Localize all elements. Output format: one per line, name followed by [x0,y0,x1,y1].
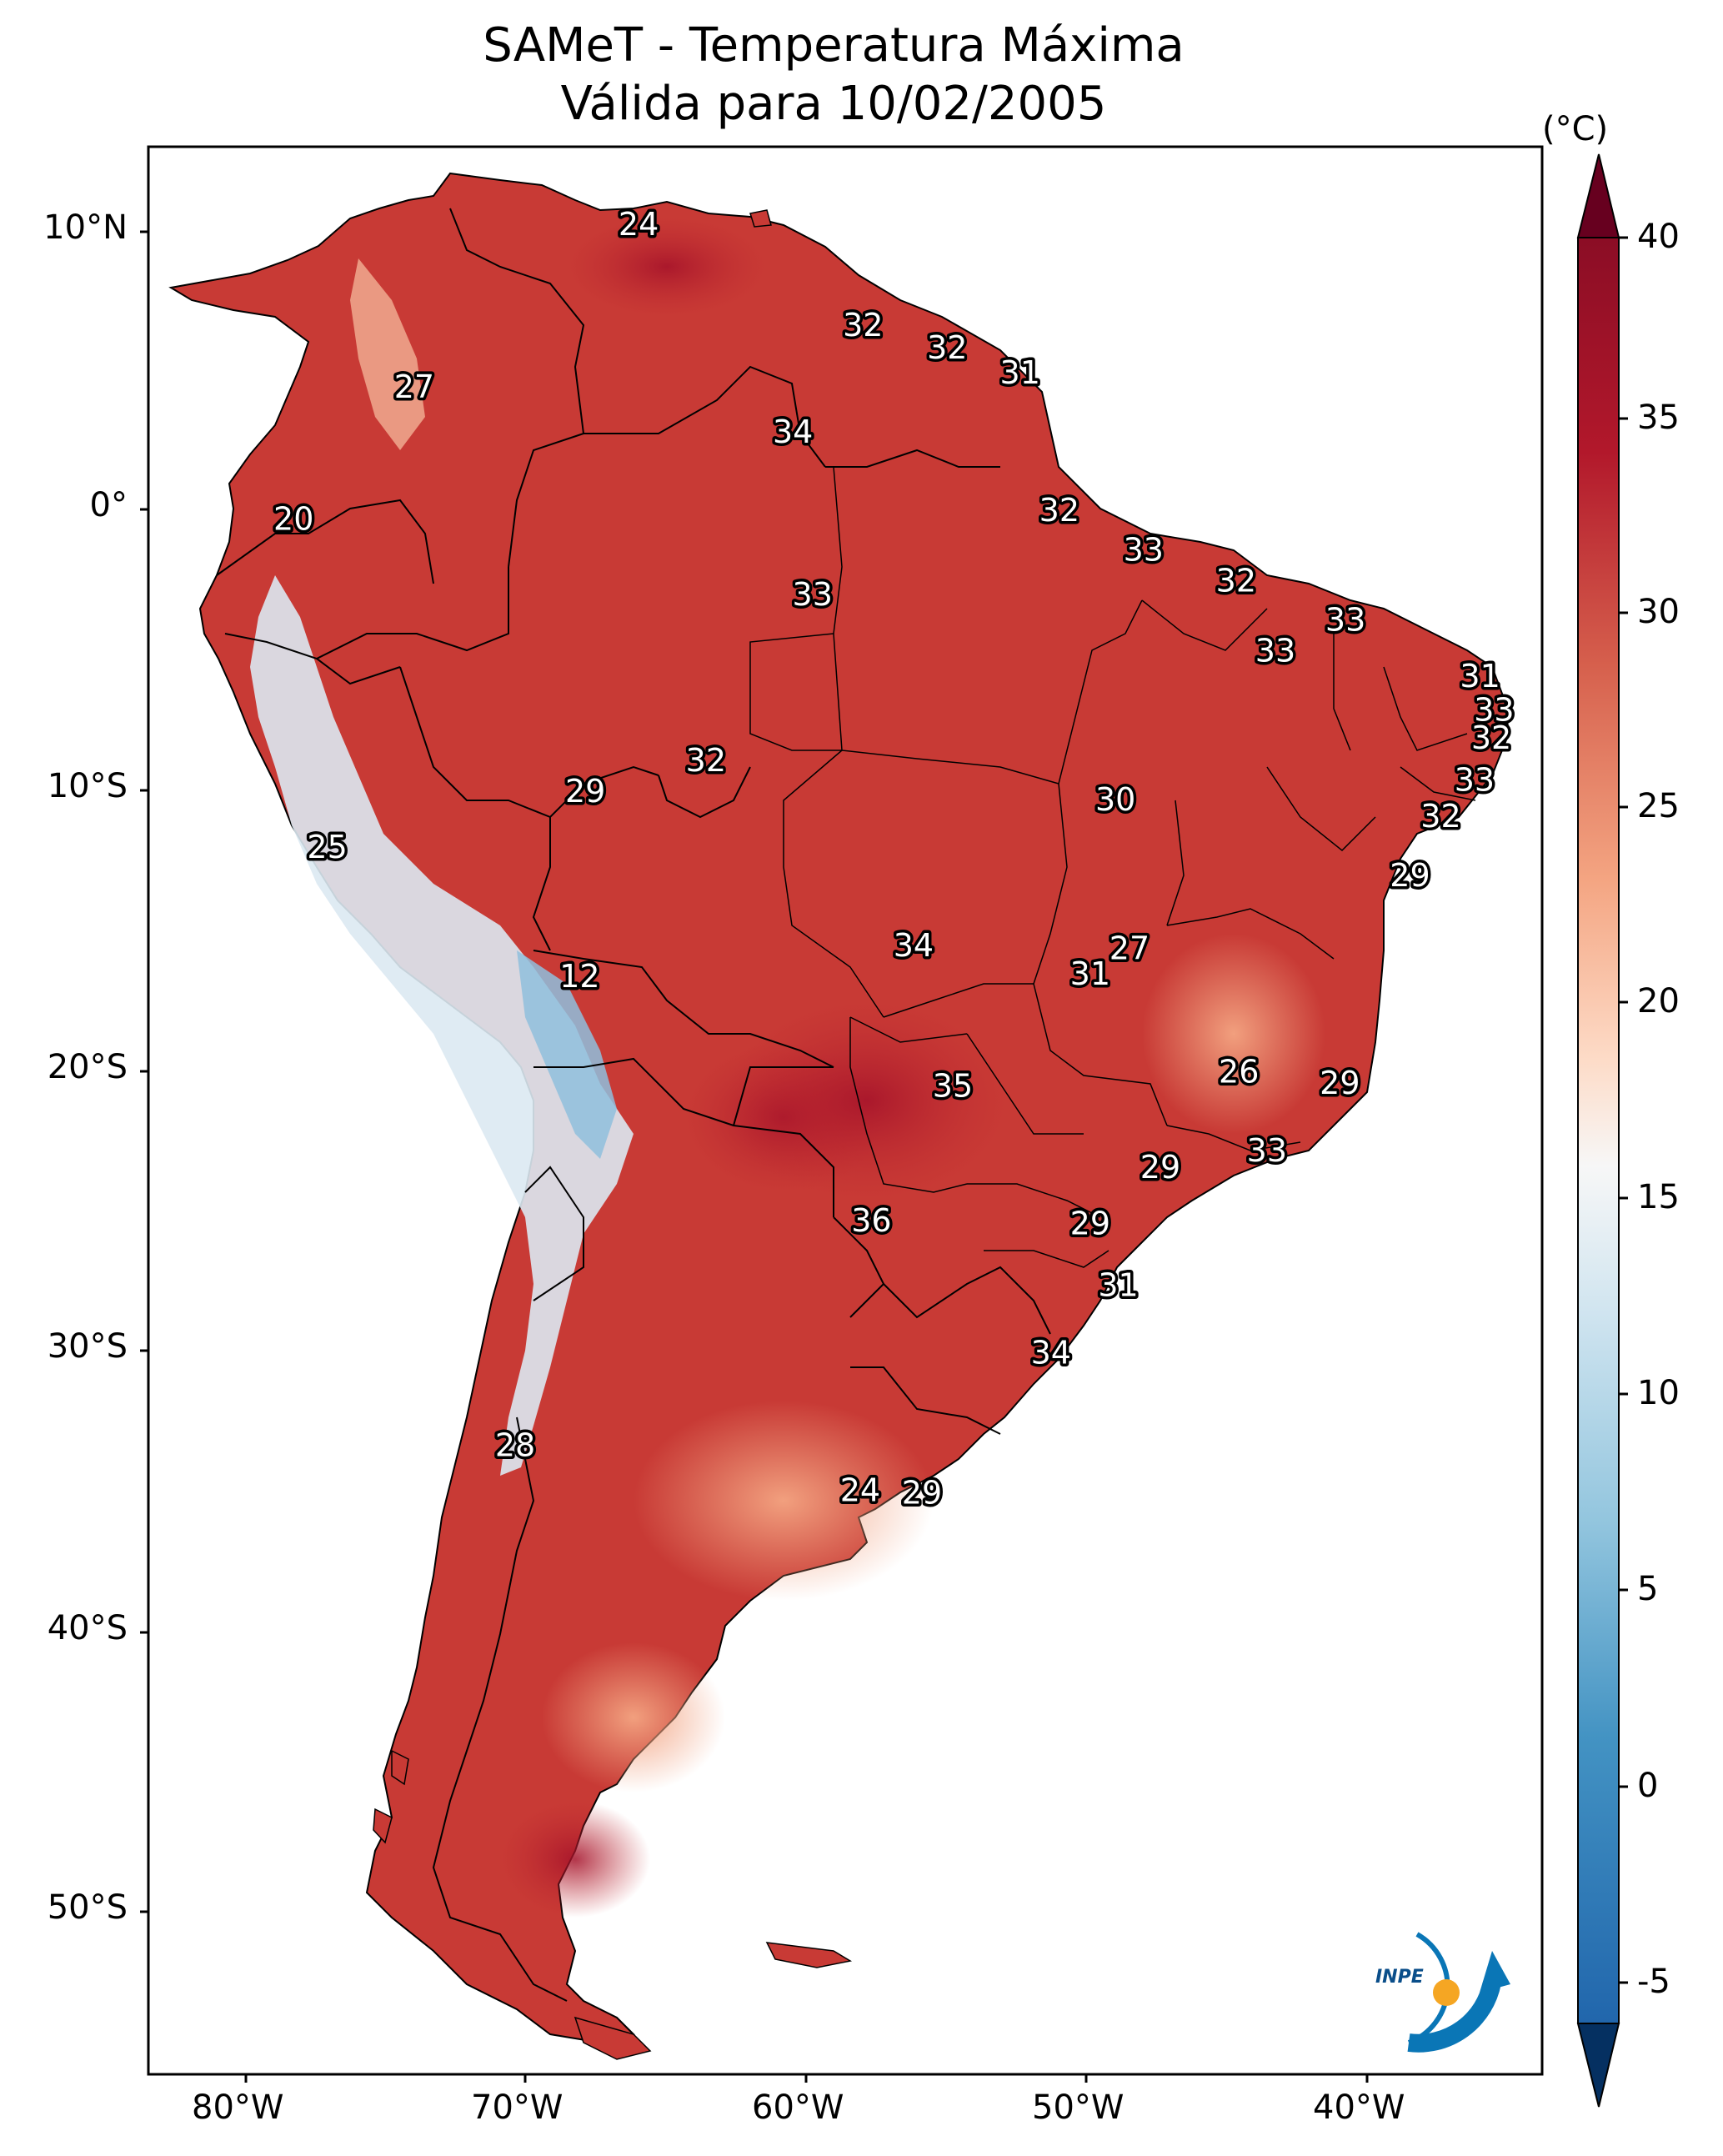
lat-tick-label: 20°S [47,1048,128,1086]
inpe-logo-swoosh [1407,1980,1501,2053]
map-subtitle: Válida para 10/02/2005 [560,77,1107,131]
temperature-label: 33 [1255,633,1295,669]
temperature-label: 27 [394,369,434,405]
temperature-label: 29 [565,773,605,810]
temperature-label: 31 [1098,1266,1138,1303]
colorbar-tick-label: 5 [1637,1570,1659,1608]
temperature-label: 36 [851,1202,891,1239]
temperature-label: 32 [1471,720,1511,756]
mild-region-chubut [542,1642,725,1792]
colorbar-tick-label: 0 [1637,1767,1659,1805]
colorbar-tick-label: 25 [1637,787,1680,825]
colorbar-tick-label: 35 [1637,399,1680,437]
colorbar-extend-bottom [1576,2023,1620,2108]
inpe-logo-arrow [1480,1951,1510,1993]
temperature-label: 28 [495,1426,535,1463]
hot-region-paraguay [725,1000,1009,1201]
temperature-label: 29 [1390,857,1430,894]
temperature-label: 20 [273,500,313,537]
lat-tick-label: 10°N [43,208,128,247]
inpe-logo: INPE [1375,1932,1510,2053]
colorbar-unit: (°C) [1542,110,1609,148]
andes-cool-strip [250,575,634,1476]
lon-tick-label: 70°W [471,2088,563,2127]
temperature-label: 32 [686,742,726,779]
temperature-label: 12 [559,958,599,995]
hot-region-patagonia [500,1801,650,1918]
trinidad-island [749,209,772,228]
temperature-label: 30 [1095,781,1135,818]
lat-tick-label: 10°S [47,767,128,805]
lon-tick-label: 50°W [1032,2088,1124,2127]
temperature-label: 24 [619,206,659,243]
colorbar-tick-label: 40 [1637,218,1680,256]
mild-region-minas [1142,934,1325,1134]
temperature-label: 33 [1474,691,1514,728]
temperature-label: 26 [1219,1054,1259,1091]
temperature-label: 34 [1031,1334,1071,1371]
axis-ticks [140,230,1369,2083]
state-borders [749,466,1476,1268]
temperature-label: 33 [1124,531,1164,568]
temperature-label: 27 [1109,930,1150,966]
temperature-label: 32 [1216,562,1256,599]
temperature-label: 34 [773,414,813,450]
inpe-logo-sun [1433,1979,1460,2006]
colombia-andes-strip [350,258,425,450]
temperature-label: 24 [840,1472,880,1508]
temperature-label: 32 [843,307,883,343]
temperature-label: 32 [927,329,967,366]
temperature-label: 34 [894,927,934,964]
colorbar-tick-label: -5 [1637,1963,1670,2001]
southern-islands [373,1749,853,2060]
colorbar-extend-top [1576,153,1620,238]
lat-tick-label: 50°S [47,1888,128,1927]
temperature-label: 25 [307,829,347,865]
country-borders [216,208,1051,2002]
lat-tick-label: 40°S [47,1609,128,1647]
hot-region-venezuela [567,217,767,317]
colorbar [1576,153,1628,2108]
altiplano-cold-core [517,950,617,1159]
lon-tick-label: 60°W [752,2088,844,2127]
temperature-label: 35 [933,1067,973,1104]
temperature-label: 31 [1070,955,1110,992]
map-frame [147,145,1544,2076]
colorbar-gradient [1577,237,1620,2024]
colorbar-tick-label: 10 [1637,1374,1680,1412]
temperature-label: 31 [1460,658,1500,694]
lon-tick-label: 40°W [1313,2088,1405,2127]
lat-tick-label: 0° [89,486,128,524]
temperature-label: 29 [1320,1065,1360,1101]
colorbar-tick-label: 30 [1637,593,1680,631]
colorbar-tick-label: 15 [1637,1178,1680,1216]
map-title: SAMeT - Temperatura Máxima [483,18,1185,73]
temperature-label: 29 [1070,1205,1110,1241]
mild-region-pampas [634,1401,934,1601]
temperature-label: 33 [1247,1132,1287,1169]
inpe-logo-text: INPE [1375,1967,1424,1988]
temperature-label: 32 [1039,492,1079,529]
colorbar-tick-label: 20 [1637,982,1680,1020]
temperature-label: 29 [902,1475,942,1512]
temperature-label: 33 [1325,602,1365,639]
lat-tick-label: 30°S [47,1327,128,1366]
temperature-label: 29 [1140,1149,1180,1186]
temperature-label: 31 [1000,354,1040,391]
lon-tick-label: 80°W [192,2088,284,2127]
temperature-label: 32 [1420,798,1460,835]
temperature-label: 33 [793,576,833,613]
temperature-label: 33 [1455,761,1495,798]
